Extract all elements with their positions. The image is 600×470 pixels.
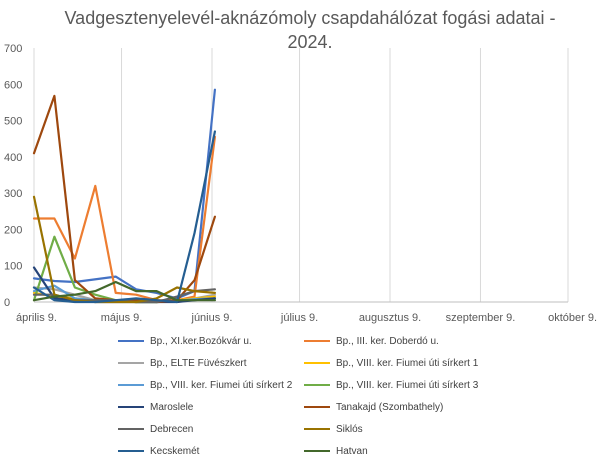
x-tick-label: május 9. [101, 312, 143, 324]
legend-swatch [304, 450, 330, 453]
x-tick-label: szeptember 9. [446, 312, 516, 324]
chart-legend: Bp., XI.ker.Bozókvár u. Bp., III. ker. Do… [118, 332, 578, 466]
legend-swatch [118, 428, 144, 431]
legend-label: Tanakajd (Szombathely) [336, 402, 444, 413]
x-tick-label: július 9. [280, 312, 318, 324]
legend-swatch [304, 406, 330, 409]
legend-label: Siklós [336, 424, 363, 435]
legend-swatch [304, 362, 330, 365]
legend-swatch [118, 406, 144, 409]
legend-item: Debrecen [118, 424, 193, 436]
legend-item: Hatvan [304, 446, 368, 458]
legend-item: Bp., XI.ker.Bozókvár u. [118, 336, 252, 348]
series-line-11 [32, 130, 216, 304]
legend-item: Kecskemét [118, 446, 199, 458]
legend-label: Bp., XI.ker.Bozókvár u. [150, 336, 252, 347]
y-tick-label: 700 [4, 43, 22, 55]
y-tick-label: 500 [4, 116, 22, 128]
x-tick-label: augusztus 9. [359, 312, 421, 324]
legend-item: Bp., VIII. ker. Fiumei úti sírkert 1 [304, 358, 478, 370]
legend-label: Kecskemét [150, 446, 200, 457]
y-tick-label: 100 [4, 261, 22, 273]
series-line-8 [32, 94, 216, 304]
y-tick-label: 400 [4, 152, 22, 164]
legend-item: Bp., ELTE Füvészkert [118, 358, 247, 370]
legend-item: Bp., VIII. ker. Fiumei úti sírkert 2 [118, 380, 292, 392]
legend-item: Bp., III. ker. Doberdó u. [304, 336, 439, 348]
legend-label: Bp., VIII. ker. Fiumei úti sírkert 2 [150, 380, 293, 391]
legend-label: Debrecen [150, 424, 194, 435]
y-tick-label: 300 [4, 188, 22, 200]
legend-swatch [118, 362, 144, 365]
legend-item: Siklós [304, 424, 363, 436]
series-line-12 [32, 280, 216, 302]
x-tick-label: június 9. [191, 312, 233, 324]
legend-swatch [118, 340, 144, 343]
x-tick-label: április 9. [16, 312, 57, 324]
series-line-1 [32, 88, 216, 300]
y-tick-label: 200 [4, 224, 22, 236]
legend-swatch [304, 384, 330, 387]
legend-label: Bp., VIII. ker. Fiumei úti sírkert 3 [336, 380, 479, 391]
legend-label: Bp., III. ker. Doberdó u. [336, 336, 439, 347]
legend-label: Maroslele [150, 402, 194, 413]
y-tick-label: 600 [4, 79, 22, 91]
legend-label: Bp., VIII. ker. Fiumei úti sírkert 1 [336, 358, 479, 369]
legend-item: Bp., VIII. ker. Fiumei úti sírkert 3 [304, 380, 478, 392]
legend-label: Bp., ELTE Füvészkert [150, 358, 247, 369]
legend-swatch [118, 450, 144, 453]
chart-title: Vadgesztenyelevél-aknázómoly csapdahálóz… [64, 8, 556, 52]
legend-swatch [118, 384, 144, 387]
x-tick-label: október 9. [548, 312, 597, 324]
series-line-10 [32, 195, 216, 304]
legend-swatch [304, 340, 330, 343]
legend-label: Hatvan [336, 446, 368, 457]
legend-swatch [304, 428, 330, 431]
legend-item: Tanakajd (Szombathely) [304, 402, 443, 414]
y-tick-label: 0 [4, 297, 10, 309]
legend-item: Maroslele [118, 402, 193, 414]
